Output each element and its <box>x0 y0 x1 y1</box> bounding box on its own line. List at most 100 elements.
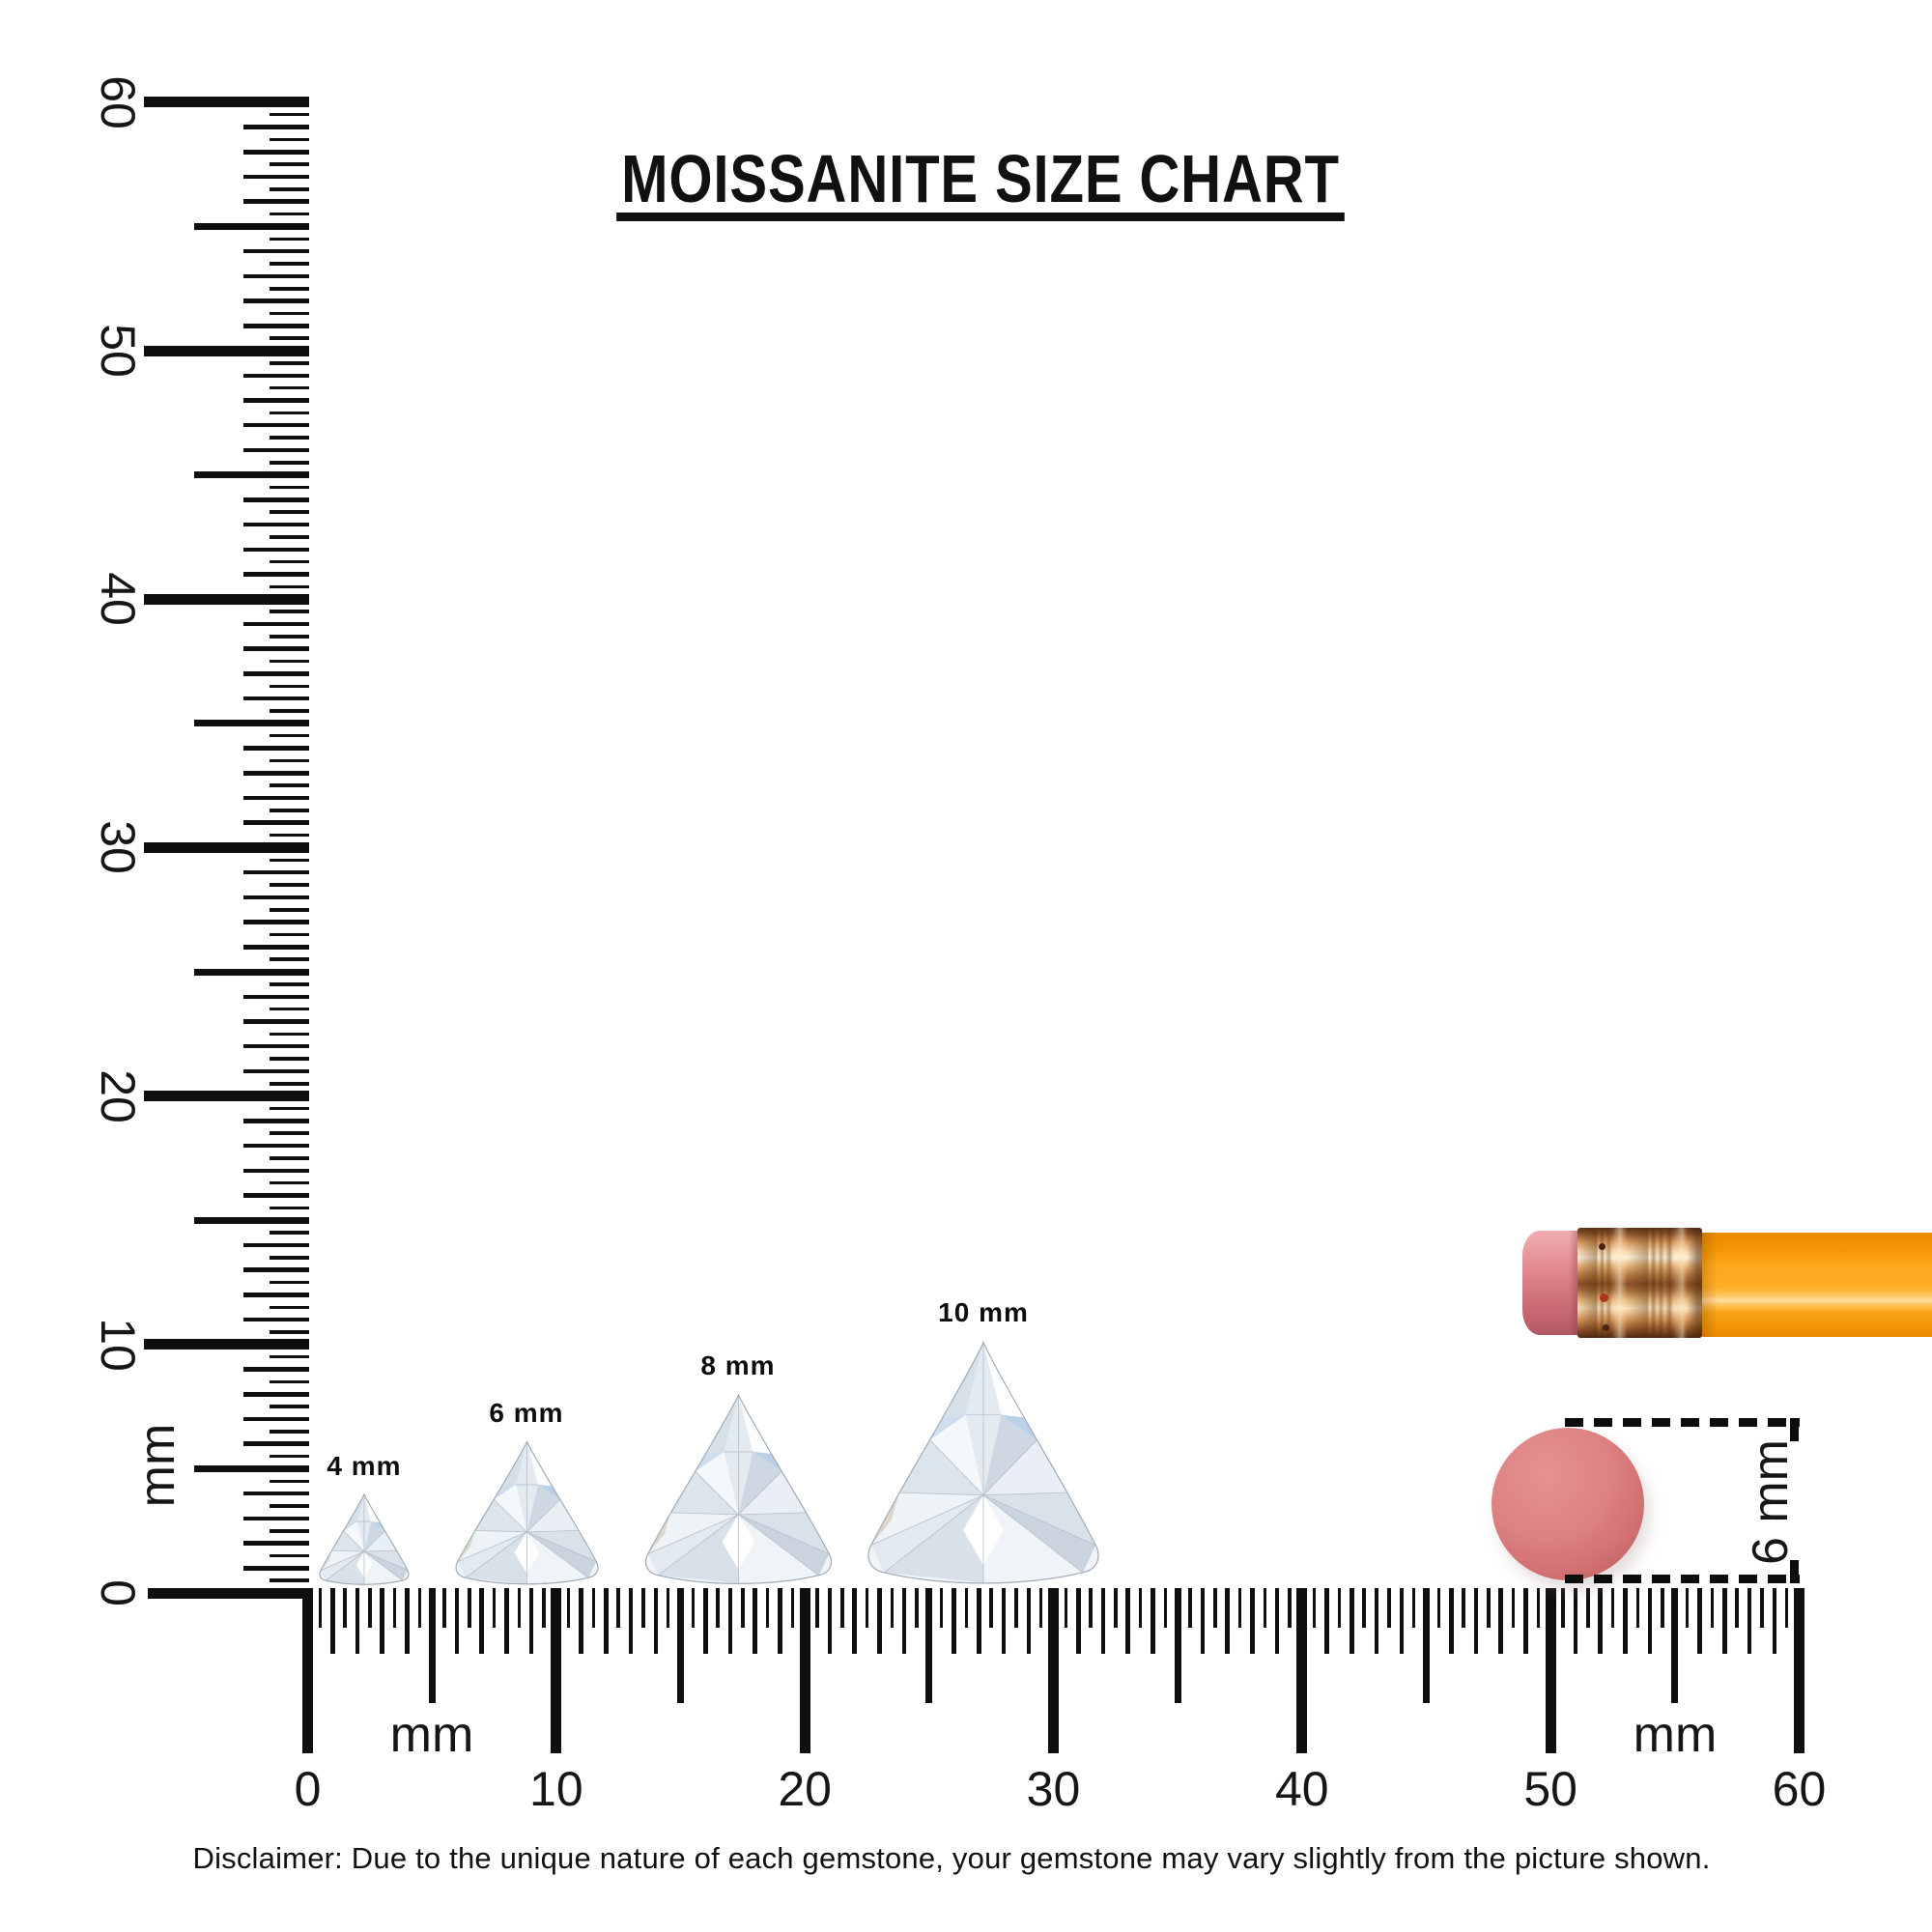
h-tick-short <box>1362 1587 1366 1628</box>
v-tick-short <box>270 783 309 787</box>
h-tick-short <box>641 1587 645 1628</box>
h-ruler-label-50: 50 <box>1523 1762 1577 1816</box>
h-tick-short <box>1536 1587 1540 1628</box>
measure-dash-bottom <box>1565 1575 1800 1583</box>
v-tick-med <box>243 1541 309 1546</box>
h-tick-short <box>1760 1587 1764 1628</box>
h-tick-short <box>964 1587 969 1628</box>
h-tick-short <box>368 1587 372 1628</box>
v-tick-med <box>243 1367 309 1372</box>
h-tick-med <box>1324 1587 1329 1654</box>
trillion-gem-graphic <box>636 1393 841 1585</box>
h-tick-short <box>1089 1587 1093 1628</box>
v-tick-med <box>243 795 309 801</box>
h-tick-short <box>1561 1587 1565 1628</box>
h-tick-med <box>1573 1587 1578 1654</box>
h-tick-med <box>1623 1587 1628 1654</box>
h-ruler-label-60: 60 <box>1772 1762 1827 1816</box>
v-tick-short <box>270 1032 309 1037</box>
v-tick-major <box>144 97 309 108</box>
v-tick-half <box>194 968 309 976</box>
h-tick-med <box>1001 1587 1007 1654</box>
h-tick-short <box>492 1587 497 1628</box>
h-tick-med <box>977 1587 981 1654</box>
h-tick-short <box>989 1587 993 1628</box>
round-eraser <box>1492 1428 1644 1580</box>
v-tick-med <box>243 150 309 155</box>
gem-6mm: 6 mm <box>448 1398 606 1585</box>
h-tick-med <box>528 1587 534 1654</box>
v-tick-med <box>243 1491 309 1496</box>
v-tick-med <box>243 1193 309 1198</box>
v-tick-med <box>243 1242 309 1248</box>
h-tick-med <box>479 1587 484 1654</box>
v-tick-med <box>243 199 309 204</box>
h-tick-med <box>1151 1587 1155 1654</box>
h-tick-short <box>318 1587 323 1628</box>
v-tick-med <box>243 1019 309 1024</box>
v-tick-short <box>270 1256 309 1260</box>
h-tick-med <box>330 1587 335 1654</box>
disclaimer-text: Disclaimer: Due to the unique nature of … <box>192 1841 1711 1875</box>
h-tick-short <box>666 1587 670 1628</box>
h-tick-short <box>1411 1587 1416 1628</box>
v-tick-short <box>270 411 309 414</box>
v-tick-short <box>270 262 309 266</box>
h-tick-major <box>799 1587 810 1753</box>
pencil-ferrule <box>1577 1228 1702 1338</box>
v-tick-short <box>270 659 309 664</box>
v-tick-med <box>243 1516 309 1521</box>
h-tick-short <box>865 1587 869 1628</box>
v-tick-short <box>270 1131 309 1135</box>
v-tick-major <box>144 1091 309 1102</box>
h-tick-short <box>591 1587 596 1628</box>
h-tick-med <box>405 1587 410 1654</box>
h-tick-major <box>302 1587 313 1753</box>
v-tick-med <box>243 621 309 627</box>
h-tick-med <box>454 1587 460 1654</box>
h-tick-major <box>1048 1587 1059 1753</box>
v-tick-short <box>270 982 309 986</box>
v-tick-short <box>270 1305 309 1309</box>
h-tick-short <box>716 1587 720 1628</box>
trillion-gem-graphic <box>315 1493 413 1585</box>
h-tick-short <box>1237 1587 1242 1628</box>
h-tick-short <box>1635 1587 1639 1628</box>
h-tick-half <box>677 1587 684 1703</box>
v-tick-med <box>243 820 309 825</box>
h-tick-med <box>380 1587 384 1654</box>
h-tick-half <box>1423 1587 1430 1703</box>
h-tick-short <box>417 1587 421 1628</box>
v-ruler-label-10: 10 <box>91 1317 145 1372</box>
measure-cap-bottom <box>1790 1560 1799 1583</box>
h-tick-short <box>1487 1587 1491 1628</box>
h-tick-short <box>1710 1587 1715 1628</box>
trillion-gem-graphic <box>856 1340 1111 1585</box>
h-tick-short <box>1462 1587 1465 1628</box>
v-tick-major <box>144 841 309 853</box>
h-tick-med <box>1374 1587 1379 1654</box>
v-tick-med <box>243 646 309 651</box>
h-tick-med <box>827 1587 833 1654</box>
h-tick-med <box>1449 1587 1454 1654</box>
h-tick-short <box>542 1587 546 1628</box>
v-tick-half <box>194 1464 309 1472</box>
h-tick-short <box>1511 1587 1516 1628</box>
h-tick-short <box>468 1587 471 1628</box>
v-tick-short <box>270 212 309 216</box>
v-tick-med <box>243 497 309 502</box>
h-tick-short <box>1784 1587 1789 1628</box>
h-tick-major <box>551 1587 562 1753</box>
v-tick-short <box>270 336 309 340</box>
v-tick-short <box>270 584 309 589</box>
v-tick-major <box>144 1339 309 1350</box>
h-tick-short <box>815 1587 819 1628</box>
h-tick-med <box>1772 1587 1776 1654</box>
v-tick-short <box>270 1330 309 1334</box>
v-tick-half <box>194 720 309 727</box>
h-tick-short <box>939 1587 944 1628</box>
h-tick-med <box>1722 1587 1727 1654</box>
ferrule-dot <box>1599 1243 1605 1250</box>
v-tick-short <box>270 635 309 639</box>
h-tick-short <box>1064 1587 1068 1628</box>
